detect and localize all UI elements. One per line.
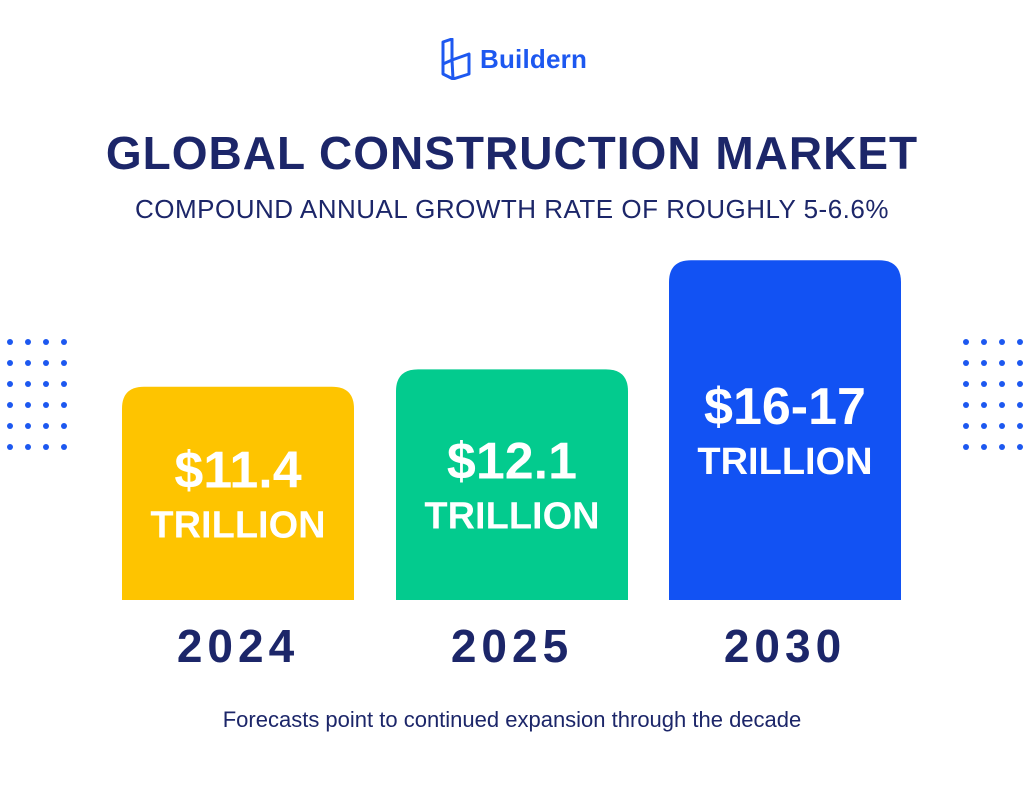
category-label: 2025: [451, 620, 573, 672]
decor-dot: [981, 381, 987, 387]
dot-pattern-right: [963, 339, 1023, 450]
decor-dot: [43, 423, 49, 429]
decor-dot: [7, 444, 13, 450]
decor-dot: [25, 444, 31, 450]
page-title: GLOBAL CONSTRUCTION MARKET: [105, 127, 919, 179]
decor-dot: [963, 381, 969, 387]
decor-dot: [963, 444, 969, 450]
bar-unit-label: TRILLION: [150, 504, 325, 546]
decor-dot: [963, 402, 969, 408]
decor-dot: [43, 339, 49, 345]
decor-dot: [43, 381, 49, 387]
decor-dot: [981, 423, 987, 429]
decor-dot: [7, 360, 13, 366]
decor-dot: [25, 381, 31, 387]
decor-dot: [981, 402, 987, 408]
decor-dot: [1017, 360, 1023, 366]
decor-dot: [999, 339, 1005, 345]
decor-dot: [999, 444, 1005, 450]
decor-dot: [981, 360, 987, 366]
decor-dot: [61, 360, 67, 366]
decor-dot: [43, 444, 49, 450]
footer-note: Forecasts point to continued expansion t…: [222, 707, 802, 732]
brand-name: Buildern: [480, 43, 588, 74]
decor-dot: [43, 402, 49, 408]
decor-dot: [1017, 444, 1023, 450]
decor-dot: [999, 360, 1005, 366]
decor-dot: [7, 381, 13, 387]
decor-dot: [25, 360, 31, 366]
decor-dot: [963, 423, 969, 429]
decor-dot: [999, 381, 1005, 387]
dot-pattern-left: [7, 339, 67, 450]
decor-dot: [7, 339, 13, 345]
decor-dot: [963, 339, 969, 345]
decor-dot: [999, 402, 1005, 408]
bar-2025: [396, 369, 628, 600]
decor-dot: [963, 360, 969, 366]
bar-value-label: $16-17: [704, 378, 866, 436]
building-icon: [441, 38, 471, 80]
decor-dot: [1017, 402, 1023, 408]
decor-dot: [7, 402, 13, 408]
category-label: 2030: [724, 620, 846, 672]
decor-dot: [61, 381, 67, 387]
decor-dot: [25, 423, 31, 429]
bar-unit-label: TRILLION: [697, 441, 872, 483]
decor-dot: [7, 423, 13, 429]
bar-2024: [122, 386, 354, 600]
bar-2030: [669, 260, 901, 600]
decor-dot: [1017, 381, 1023, 387]
decor-dot: [61, 423, 67, 429]
decor-dot: [1017, 339, 1023, 345]
bar-unit-label: TRILLION: [424, 496, 599, 538]
brand-logo: Buildern: [440, 36, 600, 82]
decor-dot: [999, 423, 1005, 429]
decor-dot: [981, 444, 987, 450]
decor-dot: [981, 339, 987, 345]
bar-value-label: $11.4: [174, 441, 301, 499]
decor-dot: [1017, 423, 1023, 429]
decor-dot: [43, 360, 49, 366]
decor-dot: [61, 402, 67, 408]
bar-chart: $11.4 TRILLION 2024 $12.1 TRILLION 2025 $16-17…: [122, 260, 901, 672]
decor-dot: [25, 402, 31, 408]
decor-dot: [25, 339, 31, 345]
page-subtitle: COMPOUND ANNUAL GROWTH RATE OF ROUGHLY 5…: [135, 194, 889, 224]
category-label: 2024: [177, 620, 299, 672]
decor-dot: [61, 339, 67, 345]
decor-dot: [61, 444, 67, 450]
bar-value-label: $12.1: [447, 433, 577, 491]
